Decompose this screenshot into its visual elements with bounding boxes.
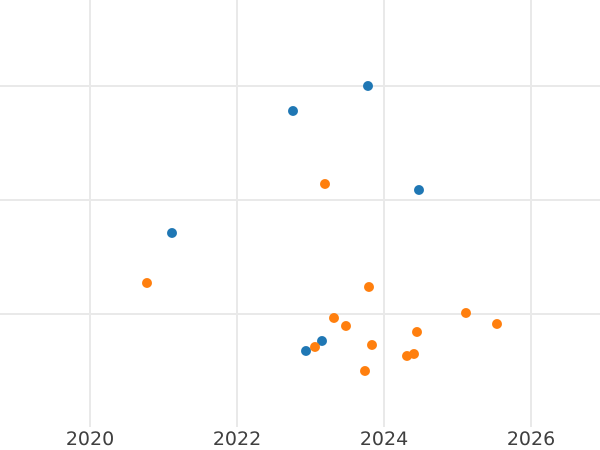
data-point-orange (492, 319, 502, 329)
data-point-orange (360, 366, 370, 376)
data-point-blue (301, 346, 311, 356)
x-tick-label: 2020 (65, 428, 115, 450)
data-point-orange (320, 179, 330, 189)
data-point-orange (341, 321, 351, 331)
horizontal-gridline (0, 313, 600, 315)
vertical-gridline (89, 0, 91, 427)
data-point-blue (363, 81, 373, 91)
x-tick-label: 2022 (212, 428, 262, 450)
x-tick-label: 2024 (359, 428, 409, 450)
data-point-orange (402, 351, 412, 361)
vertical-gridline (530, 0, 532, 427)
data-point-orange (367, 340, 377, 350)
data-point-blue (288, 106, 298, 116)
data-point-orange (409, 349, 419, 359)
data-point-orange (412, 327, 422, 337)
data-point-blue (167, 228, 177, 238)
data-point-orange (142, 278, 152, 288)
vertical-gridline (383, 0, 385, 427)
data-point-orange (310, 342, 320, 352)
data-point-blue (414, 185, 424, 195)
data-point-orange (329, 313, 339, 323)
horizontal-gridline (0, 199, 600, 201)
data-point-orange (461, 308, 471, 318)
vertical-gridline (236, 0, 238, 427)
horizontal-gridline (0, 85, 600, 87)
data-point-orange (364, 282, 374, 292)
x-tick-label: 2026 (506, 428, 556, 450)
data-point-blue (317, 336, 327, 346)
